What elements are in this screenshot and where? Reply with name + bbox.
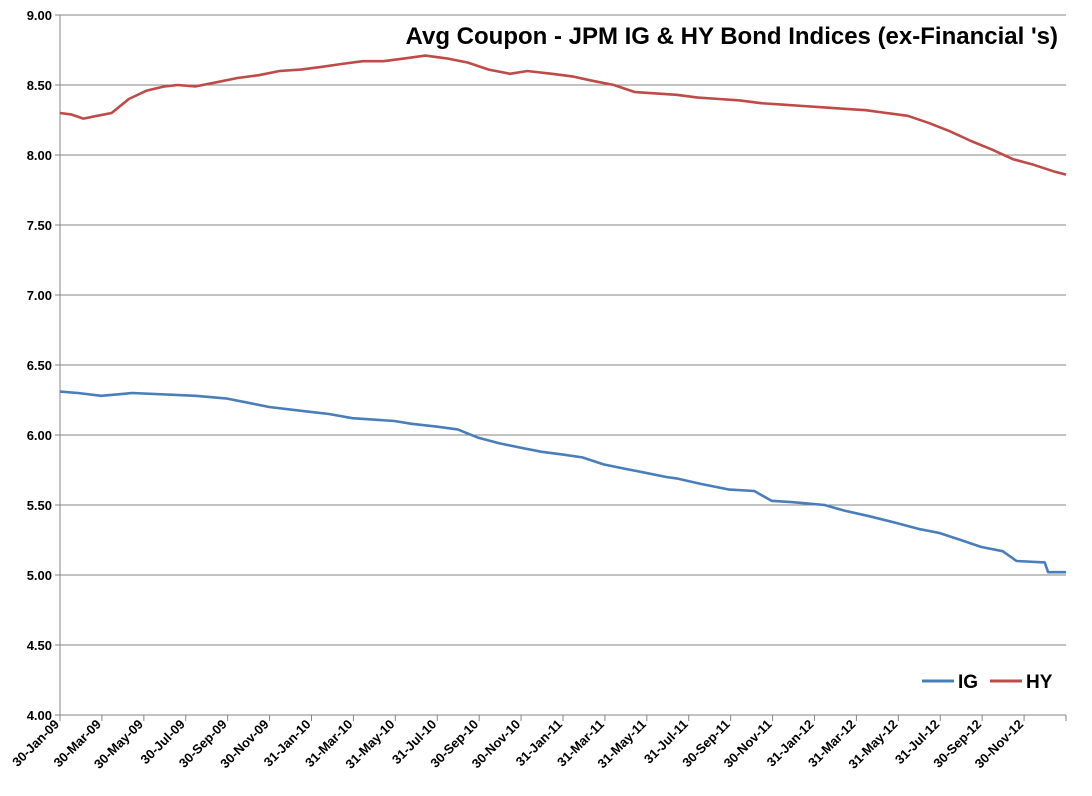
y-tick-label: 5.50 <box>27 498 52 513</box>
y-tick-label: 5.00 <box>27 568 52 583</box>
y-tick-label: 4.00 <box>27 708 52 723</box>
series-line-ig <box>59 390 1066 574</box>
chart-title: Avg Coupon - JPM IG & HY Bond Indices (e… <box>406 23 1058 50</box>
y-tick-label: 7.00 <box>27 288 52 303</box>
legend-label-ig: IG <box>958 672 978 693</box>
y-tick-label: 8.50 <box>27 78 52 93</box>
series-line-hy <box>59 54 1067 176</box>
legend-label-hy: HY <box>1026 672 1053 693</box>
y-tick-label: 4.50 <box>27 638 52 653</box>
y-tick-label: 6.50 <box>27 358 52 373</box>
y-tick-label: 6.00 <box>27 428 52 443</box>
y-tick-label: 7.50 <box>27 218 52 233</box>
y-tick-label: 9.00 <box>27 8 52 23</box>
y-tick-label: 8.00 <box>27 148 52 163</box>
legend: IG HY <box>922 672 1053 693</box>
